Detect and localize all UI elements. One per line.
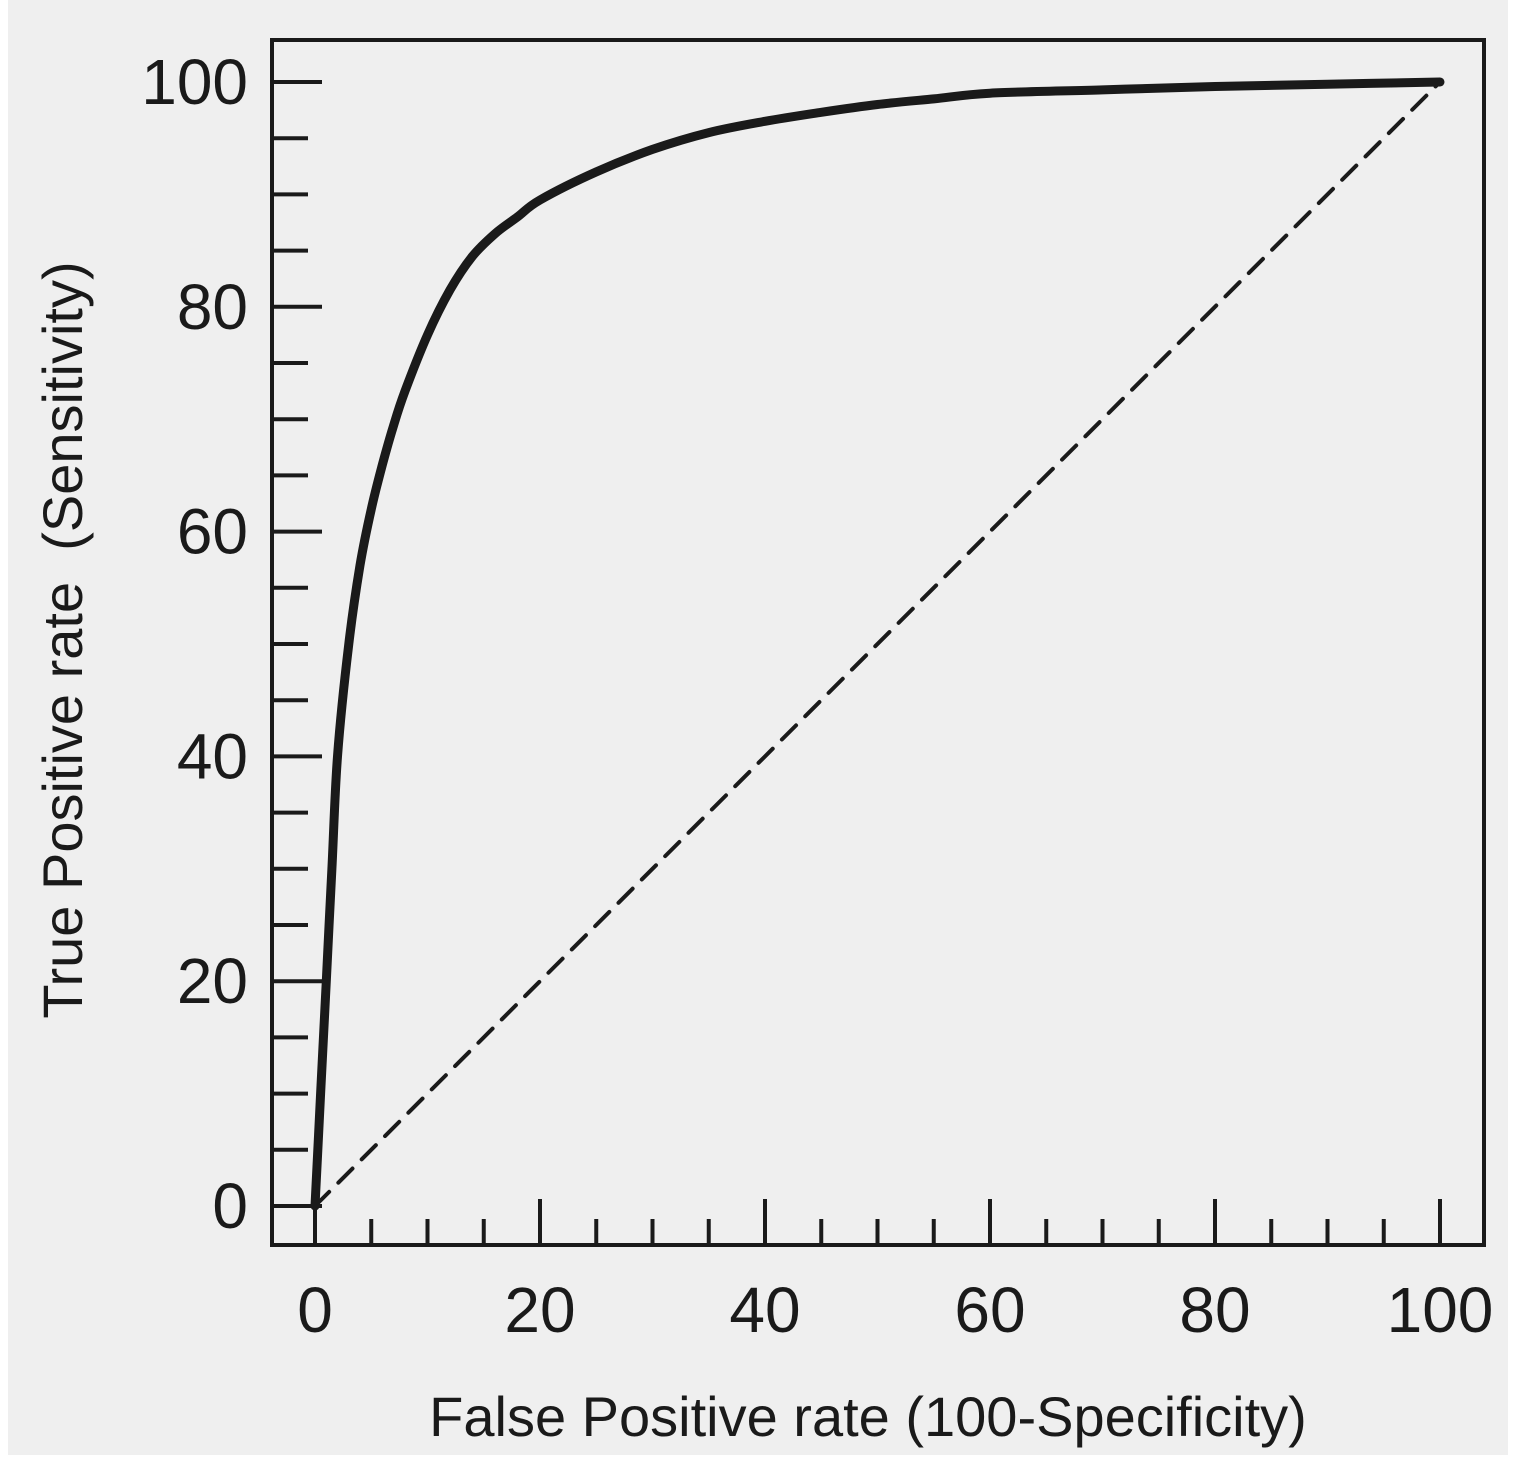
x-tick-label: 0 bbox=[297, 1274, 333, 1346]
x-tick-label: 80 bbox=[1179, 1274, 1250, 1346]
axis-ticks bbox=[272, 80, 1442, 1245]
y-tick-label: 40 bbox=[177, 720, 248, 792]
y-tick-label: 60 bbox=[177, 496, 248, 568]
y-tick-label: 20 bbox=[177, 945, 248, 1017]
x-tick-label: 40 bbox=[729, 1274, 800, 1346]
y-axis-label: True Positive rate (Sensitivity) bbox=[31, 261, 94, 1018]
series-lines bbox=[310, 77, 1445, 1211]
x-tick-label: 20 bbox=[504, 1274, 575, 1346]
x-tick-label: 100 bbox=[1387, 1274, 1494, 1346]
roc-chart: 0 20 40 60 80 100 0 20 40 60 80 100 False Positive … bbox=[8, 0, 1508, 1455]
roc-curve-line bbox=[310, 77, 1445, 1211]
roc-chart-svg: 0 20 40 60 80 100 0 20 40 60 80 100 False Positive … bbox=[31, 38, 1493, 1448]
y-tick-label: 0 bbox=[212, 1170, 248, 1242]
y-tick-label: 100 bbox=[141, 46, 248, 118]
x-axis-label: False Positive rate (100-Specificity) bbox=[429, 1385, 1307, 1448]
reference-diagonal-line bbox=[313, 80, 1442, 1208]
tick-labels: 0 20 40 60 80 100 0 20 40 60 80 100 bbox=[141, 46, 1493, 1346]
x-tick-label: 60 bbox=[954, 1274, 1025, 1346]
y-tick-label: 80 bbox=[177, 271, 248, 343]
